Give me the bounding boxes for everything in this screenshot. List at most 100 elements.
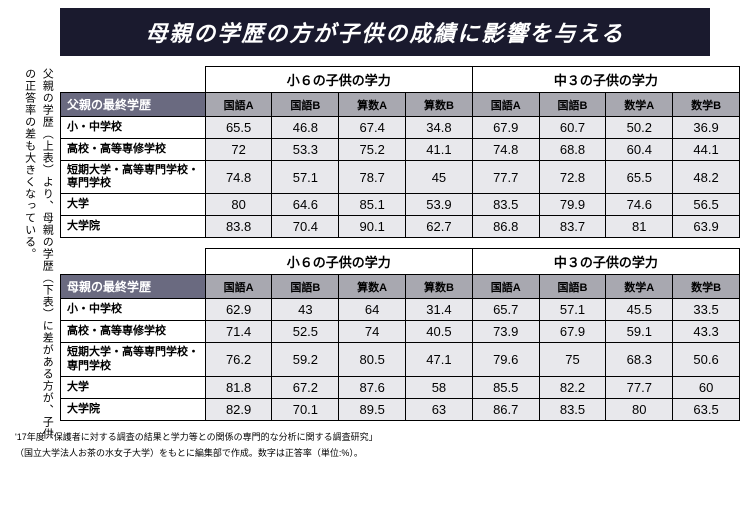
value-cell: 31.4 [406,299,473,321]
value-cell: 63.9 [673,216,740,238]
value-cell: 67.9 [539,321,606,343]
value-cell: 62.7 [406,216,473,238]
table-row: 小・中学校62.9436431.465.757.145.533.5 [61,299,740,321]
value-cell: 85.5 [472,376,539,398]
father-table: 小６の子供の学力 中３の子供の学力 父親の最終学歴 国語A 国語B 算数A 算数… [60,66,740,238]
side-note: 父親の学歴（上表）より、母親の学歴（下表）に差がある方が、子供の正答率の差も大き… [20,68,55,448]
row-label: 高校・高等専修学校 [61,321,206,343]
value-cell: 63.5 [673,398,740,420]
value-cell: 47.1 [406,343,473,376]
subj: 数学B [673,275,740,299]
subj: 国語A [205,275,272,299]
value-cell: 79.9 [539,194,606,216]
value-cell: 40.5 [406,321,473,343]
value-cell: 70.1 [272,398,339,420]
subj: 算数B [406,93,473,117]
value-cell: 60.4 [606,139,673,161]
subj: 算数A [339,275,406,299]
value-cell: 56.5 [673,194,740,216]
blank-corner [61,249,206,275]
value-cell: 77.7 [472,161,539,194]
value-cell: 73.9 [472,321,539,343]
value-cell: 50.2 [606,117,673,139]
subj: 算数A [339,93,406,117]
corner-label: 父親の最終学歴 [61,93,206,117]
value-cell: 44.1 [673,139,740,161]
subj: 数学B [673,93,740,117]
value-cell: 60 [673,376,740,398]
value-cell: 83.7 [539,216,606,238]
value-cell: 65.5 [606,161,673,194]
group-header-junior: 中３の子供の学力 [472,67,739,93]
group-header-elementary: 小６の子供の学力 [205,249,472,275]
row-label: 大学院 [61,216,206,238]
value-cell: 67.4 [339,117,406,139]
value-cell: 65.5 [205,117,272,139]
value-cell: 67.2 [272,376,339,398]
table-row: 大学8064.685.153.983.579.974.656.5 [61,194,740,216]
table-row: 大学院83.870.490.162.786.883.78163.9 [61,216,740,238]
table-row: 短期大学・高等専門学校・専門学校76.259.280.547.179.67568… [61,343,740,376]
value-cell: 48.2 [673,161,740,194]
table-row: 大学81.867.287.65885.582.277.760 [61,376,740,398]
row-label: 大学 [61,376,206,398]
value-cell: 83.5 [539,398,606,420]
value-cell: 67.9 [472,117,539,139]
mother-table: 小６の子供の学力 中３の子供の学力 母親の最終学歴 国語A 国語B 算数A 算数… [60,248,740,420]
table-row: 大学院82.970.189.56386.783.58063.5 [61,398,740,420]
value-cell: 81.8 [205,376,272,398]
value-cell: 74 [339,321,406,343]
value-cell: 58 [406,376,473,398]
row-label: 大学院 [61,398,206,420]
value-cell: 57.1 [272,161,339,194]
value-cell: 50.6 [673,343,740,376]
page-title: 母親の学歴の方が子供の成績に影響を与える [60,8,710,56]
footnote-line-2: （国立大学法人お茶の水女子大学）をもとに編集部で作成。数字は正答率（単位:%）。 [15,447,750,460]
value-cell: 79.6 [472,343,539,376]
value-cell: 52.5 [272,321,339,343]
value-cell: 45 [406,161,473,194]
value-cell: 43.3 [673,321,740,343]
value-cell: 62.9 [205,299,272,321]
value-cell: 68.3 [606,343,673,376]
table-row: 短期大学・高等専門学校・専門学校74.857.178.74577.772.865… [61,161,740,194]
value-cell: 89.5 [339,398,406,420]
subj: 国語B [272,275,339,299]
value-cell: 36.9 [673,117,740,139]
subj: 国語B [539,275,606,299]
value-cell: 86.7 [472,398,539,420]
subj: 国語A [472,93,539,117]
subj: 算数B [406,275,473,299]
value-cell: 86.8 [472,216,539,238]
value-cell: 74.8 [472,139,539,161]
value-cell: 64.6 [272,194,339,216]
blank-corner [61,67,206,93]
value-cell: 75 [539,343,606,376]
value-cell: 60.7 [539,117,606,139]
value-cell: 83.5 [472,194,539,216]
table-row: 小・中学校65.546.867.434.867.960.750.236.9 [61,117,740,139]
value-cell: 81 [606,216,673,238]
subj: 数学A [606,275,673,299]
tables-container: 小６の子供の学力 中３の子供の学力 父親の最終学歴 国語A 国語B 算数A 算数… [60,66,740,421]
row-label: 大学 [61,194,206,216]
corner-label: 母親の最終学歴 [61,275,206,299]
value-cell: 33.5 [673,299,740,321]
value-cell: 83.8 [205,216,272,238]
value-cell: 65.7 [472,299,539,321]
value-cell: 77.7 [606,376,673,398]
subj: 国語A [205,93,272,117]
group-header-junior: 中３の子供の学力 [472,249,739,275]
value-cell: 74.8 [205,161,272,194]
value-cell: 43 [272,299,339,321]
value-cell: 90.1 [339,216,406,238]
row-label: 短期大学・高等専門学校・専門学校 [61,161,206,194]
value-cell: 80 [205,194,272,216]
value-cell: 80.5 [339,343,406,376]
value-cell: 74.6 [606,194,673,216]
value-cell: 41.1 [406,139,473,161]
value-cell: 46.8 [272,117,339,139]
value-cell: 76.2 [205,343,272,376]
group-header-elementary: 小６の子供の学力 [205,67,472,93]
value-cell: 71.4 [205,321,272,343]
